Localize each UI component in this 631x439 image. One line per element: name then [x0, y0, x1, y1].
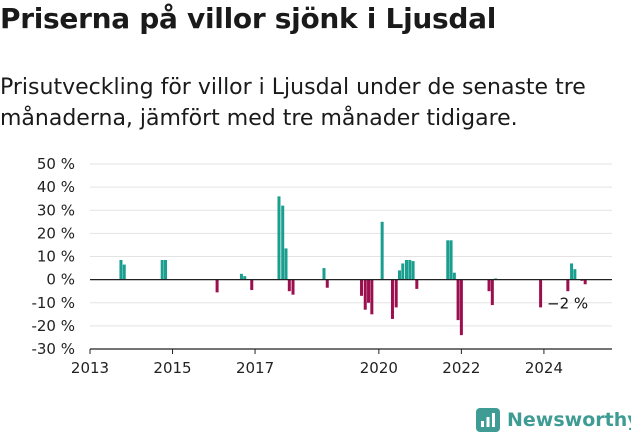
- y-tick-label: -30 %: [31, 340, 75, 358]
- y-tick-label: 40 %: [37, 178, 75, 196]
- bar: [570, 263, 574, 280]
- bars: [119, 196, 587, 336]
- y-tick-label: 20 %: [37, 224, 75, 242]
- bar: [487, 279, 491, 292]
- bar: [566, 279, 570, 292]
- bar: [452, 272, 456, 280]
- bar: [215, 279, 219, 293]
- x-tick-label: 2020: [360, 359, 398, 377]
- bar: [325, 279, 329, 288]
- bar: [160, 259, 164, 280]
- bar: [370, 279, 374, 315]
- brand: Newsworthy: [476, 408, 631, 432]
- bar: [390, 279, 394, 319]
- x-axis: 2013 2015 2017 2020 2022 2024: [71, 348, 612, 377]
- bar: [243, 276, 247, 280]
- bar: [573, 269, 577, 280]
- bar: [408, 259, 412, 280]
- bar: [459, 279, 463, 336]
- y-tick-label: -20 %: [31, 317, 75, 335]
- bar: [539, 279, 543, 308]
- bar: [360, 279, 364, 296]
- newsworthy-logo-icon: [476, 408, 500, 432]
- bar: [401, 263, 405, 280]
- bar: [367, 279, 371, 303]
- bar: [164, 259, 168, 280]
- bar: [277, 196, 281, 280]
- bar: [122, 264, 126, 280]
- bar: [456, 279, 460, 321]
- y-axis: 50 % 40 % 30 % 20 % 10 % 0 % -10 % -20 % -30 %: [31, 155, 75, 358]
- bar: [291, 279, 295, 295]
- bar: [583, 279, 587, 285]
- bar: [397, 270, 401, 280]
- bar: [415, 279, 419, 289]
- bar: [394, 279, 398, 308]
- bar: [239, 273, 243, 280]
- bar: [411, 261, 415, 280]
- brand-name: Newsworthy: [507, 409, 631, 431]
- x-tick-label: 2017: [236, 359, 274, 377]
- bar: [281, 205, 285, 280]
- bar: [405, 259, 408, 280]
- y-tick-label: 10 %: [37, 248, 75, 266]
- gridlines: [90, 163, 612, 350]
- bar: [446, 240, 450, 280]
- x-tick-label: 2013: [71, 359, 109, 377]
- x-tick-label: 2015: [153, 359, 191, 377]
- last-value-label: −2 %: [547, 294, 588, 312]
- y-tick-label: 50 %: [37, 155, 75, 173]
- bar: [284, 248, 288, 280]
- y-tick-label: 0 %: [46, 271, 75, 289]
- y-tick-label: -10 %: [31, 294, 75, 312]
- chart-subtitle: Prisutveckling för villor i Ljusdal unde…: [0, 75, 586, 131]
- bar: [287, 279, 291, 292]
- bar: [363, 279, 367, 310]
- annotations: −2 %: [547, 294, 588, 312]
- chart-title: Priserna på villor sjönk i Ljusdal: [0, 2, 497, 35]
- x-tick-label: 2022: [442, 359, 480, 377]
- bar: [380, 221, 384, 280]
- y-tick-label: 30 %: [37, 201, 75, 219]
- bar: [250, 279, 254, 291]
- bar: [490, 279, 494, 306]
- bar: [449, 240, 453, 280]
- bar: [322, 268, 326, 280]
- x-tick-label: 2024: [525, 359, 563, 377]
- bar: [119, 259, 123, 280]
